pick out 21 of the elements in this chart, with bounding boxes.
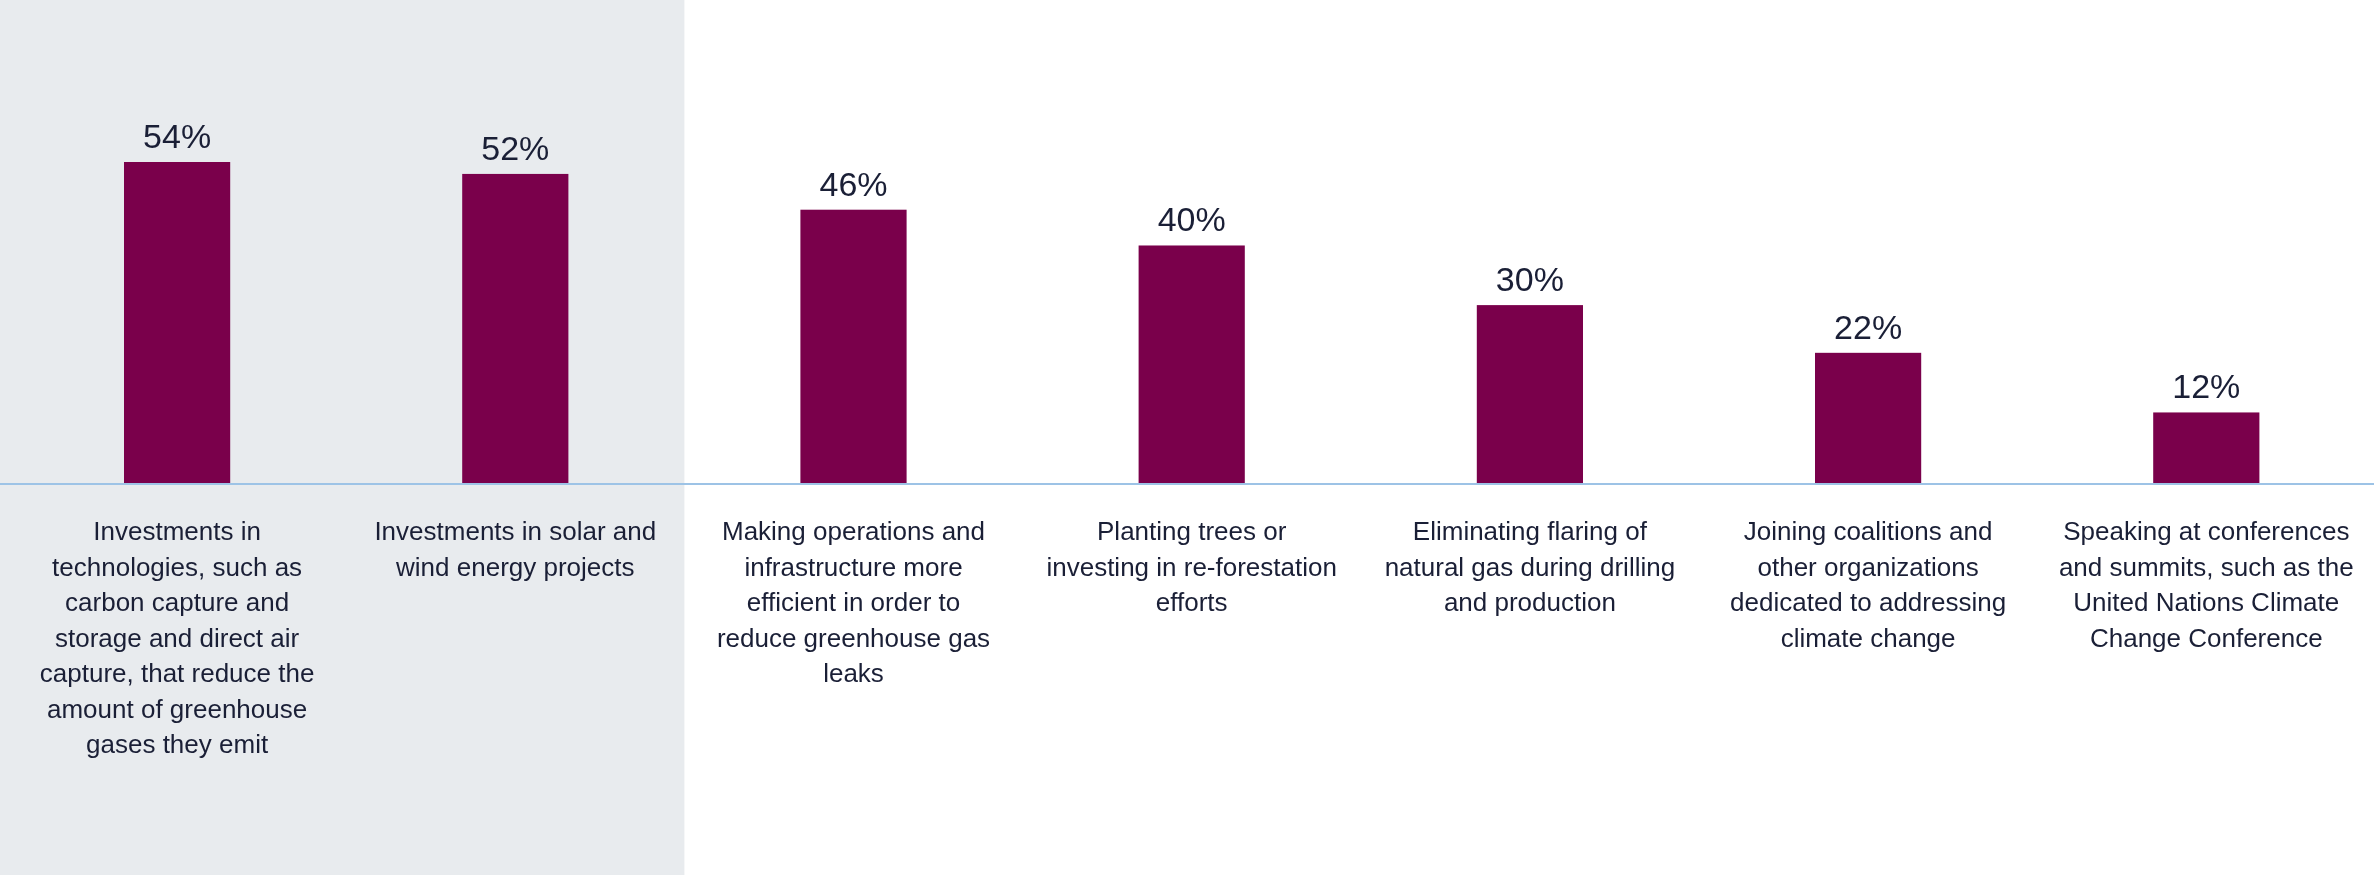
data-label: 40% — [1157, 200, 1226, 239]
bar — [1476, 305, 1583, 484]
data-label: 22% — [1834, 307, 1903, 346]
x-tick-label: Making operations and infrastructure more efficient in order to reduce greenhouse gas leaks — [716, 516, 991, 688]
data-label: 30% — [1495, 260, 1564, 299]
bar — [2153, 412, 2260, 484]
bar — [800, 209, 907, 484]
x-tick-label: Speaking at conferences and summits, such as the United Nations Climate Change Conference — [2058, 516, 2354, 653]
bar — [1815, 352, 1922, 484]
x-tick-label: Investments in solar and wind energy projects — [374, 516, 657, 582]
data-label: 54% — [143, 117, 212, 155]
data-label: 46% — [819, 164, 888, 203]
bar — [124, 162, 231, 484]
data-label: 12% — [2172, 367, 2241, 406]
bar — [462, 173, 569, 484]
x-tick-label: Joining coalitions and other organizations dedicated to addressing climate change — [1730, 516, 2007, 653]
data-label: 52% — [481, 128, 550, 167]
bar — [1138, 245, 1245, 484]
x-tick-label: Eliminating flaring of natural gas during drilling and production — [1384, 516, 1676, 617]
x-tick-label: Investments in technologies, such as carbon capture and storage and direct air capture, that reduce the amount of greenhouse gases they emit — [39, 516, 315, 759]
x-tick-label: Planting trees or investing in re-forestation efforts — [1046, 516, 1337, 617]
